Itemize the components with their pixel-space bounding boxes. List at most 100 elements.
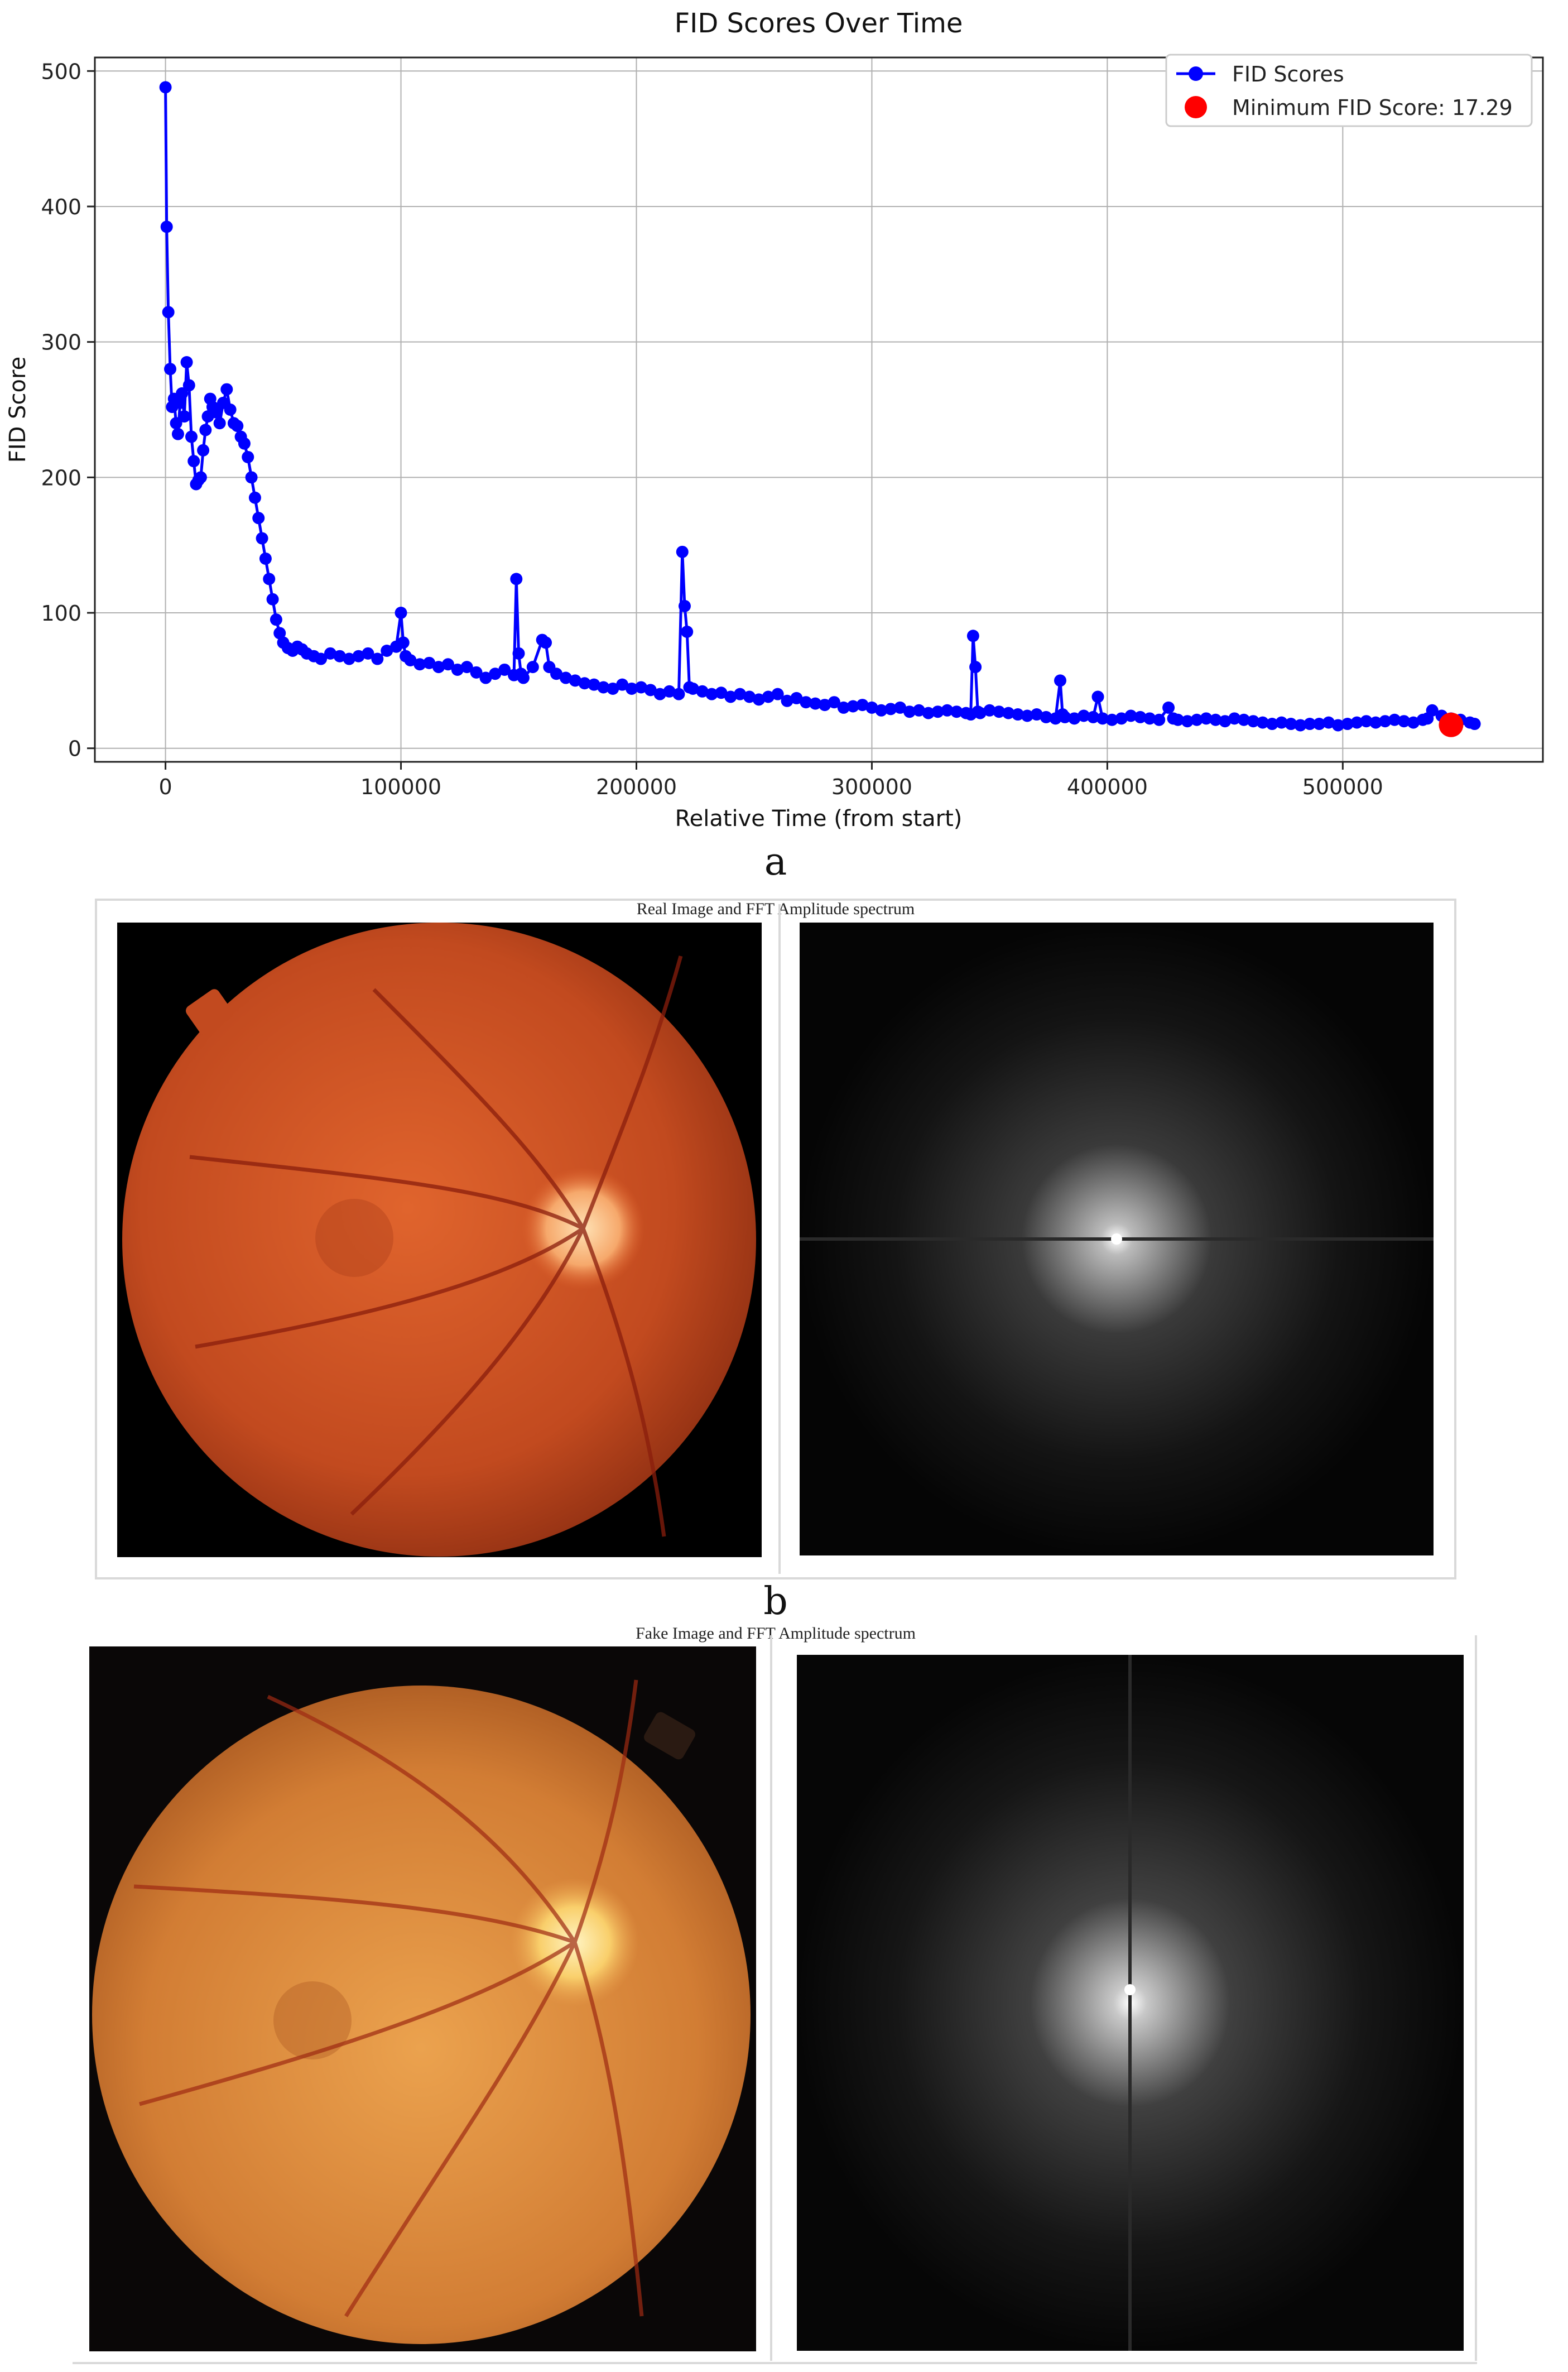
fid-data-point bbox=[498, 663, 511, 676]
caption-b: b bbox=[763, 1579, 788, 1624]
fid-data-point bbox=[569, 674, 581, 687]
fid-data-point bbox=[1059, 710, 1071, 723]
fid-data-point bbox=[696, 685, 709, 698]
fid-data-point bbox=[1181, 715, 1194, 728]
fid-data-point bbox=[1068, 712, 1081, 725]
fid-data-point bbox=[846, 700, 859, 713]
fid-data-point bbox=[894, 701, 907, 714]
fid-data-point bbox=[734, 688, 747, 700]
fid-data-point bbox=[1238, 713, 1250, 726]
fid-data-point bbox=[180, 356, 193, 369]
x-tick-label: 300000 bbox=[831, 775, 912, 799]
fid-data-point bbox=[263, 573, 276, 585]
minimum-fid-point bbox=[1439, 712, 1464, 737]
fid-data-point bbox=[1087, 710, 1100, 723]
fid-data-point bbox=[413, 658, 426, 671]
legend-box bbox=[1165, 54, 1533, 127]
fid-series bbox=[159, 81, 1481, 737]
fid-data-point bbox=[983, 704, 996, 717]
fid-data-point bbox=[762, 690, 775, 703]
fid-data-point bbox=[663, 685, 676, 698]
fid-data-point bbox=[432, 661, 445, 674]
fid-data-point bbox=[333, 650, 346, 662]
legend: FID Scores Minimum FID Score: 17.29 bbox=[1165, 54, 1533, 127]
fid-data-point bbox=[974, 707, 987, 719]
fid-data-point bbox=[931, 705, 944, 718]
fid-data-point bbox=[616, 678, 629, 691]
fid-data-point bbox=[540, 636, 552, 649]
fid-data-point bbox=[1313, 718, 1326, 731]
y-tick-label: 400 bbox=[41, 195, 81, 219]
fid-data-point bbox=[238, 437, 251, 450]
fid-data-point bbox=[460, 661, 473, 674]
fid-line-chart: 0 100000 200000 300000 400000 500000 0 100 200 30… bbox=[5, 8, 1544, 832]
fid-data-point bbox=[771, 688, 784, 700]
fid-data-point bbox=[1379, 715, 1392, 728]
fake-panel-divider bbox=[770, 1635, 772, 2361]
legend-marker-icon bbox=[1189, 66, 1203, 81]
fid-data-point bbox=[705, 688, 718, 700]
fid-data-point bbox=[1190, 713, 1203, 726]
fid-data-point bbox=[171, 428, 184, 440]
fid-data-point bbox=[194, 471, 207, 484]
fid-data-point bbox=[526, 661, 539, 674]
fid-data-point bbox=[966, 630, 979, 642]
fid-data-point bbox=[1162, 701, 1175, 714]
fid-data-point bbox=[510, 573, 523, 585]
fid-data-point bbox=[162, 306, 175, 319]
fid-data-point bbox=[178, 410, 191, 423]
x-tick-label: 200000 bbox=[596, 775, 677, 799]
fid-data-point bbox=[837, 701, 850, 714]
fid-data-point bbox=[1256, 716, 1269, 729]
fid-data-point bbox=[159, 81, 172, 94]
real-fundus-image bbox=[117, 923, 762, 1557]
fid-data-point bbox=[423, 656, 436, 669]
fid-data-point bbox=[1134, 710, 1147, 723]
x-tick-label: 100000 bbox=[360, 775, 441, 799]
fid-data-point bbox=[248, 491, 261, 504]
fid-data-point bbox=[715, 686, 728, 699]
fid-data-point bbox=[1209, 713, 1222, 726]
fid-data-point bbox=[828, 696, 840, 709]
fid-data-point bbox=[187, 455, 200, 468]
fake-panel-bottom-border bbox=[73, 2362, 1477, 2364]
fid-data-point bbox=[1322, 716, 1335, 729]
fid-data-point bbox=[199, 424, 212, 436]
fid-data-point bbox=[800, 696, 812, 709]
fid-data-point bbox=[252, 512, 265, 525]
plot-area-background bbox=[95, 57, 1543, 762]
fid-data-point bbox=[270, 613, 282, 626]
fid-data-point bbox=[1030, 708, 1043, 721]
fid-data-point bbox=[912, 704, 925, 717]
fid-data-point bbox=[1153, 713, 1166, 726]
fid-data-point bbox=[441, 658, 454, 671]
fid-data-point bbox=[1228, 712, 1241, 725]
caption-a: a bbox=[764, 840, 787, 884]
fid-data-point bbox=[1426, 704, 1439, 717]
fid-data-point bbox=[781, 694, 793, 707]
fid-data-point bbox=[550, 668, 563, 680]
fid-data-point bbox=[352, 650, 365, 662]
y-tick-label: 100 bbox=[41, 601, 81, 626]
fid-data-point bbox=[922, 707, 935, 719]
fid-data-point bbox=[1331, 719, 1344, 732]
fid-data-point bbox=[210, 406, 223, 419]
real-panel-title: Real Image and FFT Amplitude spectrum bbox=[636, 900, 915, 918]
fid-data-point bbox=[273, 627, 286, 640]
x-tick-label: 500000 bbox=[1302, 775, 1383, 799]
fid-data-point bbox=[578, 677, 591, 690]
chart-title: FID Scores Over Time bbox=[675, 8, 963, 39]
real-panel-divider bbox=[778, 904, 781, 1574]
fid-data-point bbox=[1054, 674, 1066, 687]
fid-data-point bbox=[588, 678, 600, 691]
fid-data-point bbox=[182, 379, 195, 392]
fid-data-point bbox=[1350, 716, 1363, 729]
fid-data-point bbox=[259, 552, 272, 565]
fid-data-point bbox=[1369, 716, 1382, 729]
fid-data-point bbox=[681, 626, 694, 638]
fid-data-point bbox=[1468, 718, 1481, 731]
fid-data-point bbox=[1247, 715, 1259, 728]
fid-data-point bbox=[343, 652, 355, 665]
fid-data-point bbox=[315, 652, 328, 665]
fid-data-point bbox=[790, 692, 803, 704]
